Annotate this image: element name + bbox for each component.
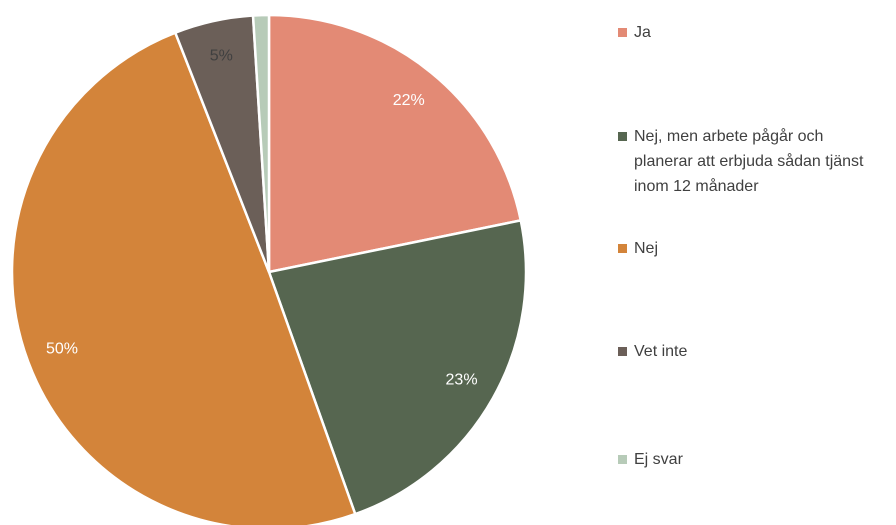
legend-label: Nej, men arbete pågår och planerar att e… (634, 128, 864, 195)
legend-swatch (618, 28, 627, 37)
pie-slice (267, 13, 523, 274)
legend-label: Ej svar (634, 451, 683, 468)
legend-swatch (618, 244, 627, 253)
legend-item: Ja (618, 20, 886, 45)
pie-slice (267, 218, 528, 516)
pie-slice (251, 13, 271, 273)
legend-swatch (618, 132, 627, 141)
legend-swatch (618, 455, 627, 464)
pie-slice (10, 31, 357, 525)
data-label: 50% (46, 341, 78, 358)
legend-item: Nej, men arbete pågår och planerar att e… (618, 124, 886, 199)
legend-label: Vet inte (634, 343, 688, 360)
data-label: 22% (393, 92, 425, 109)
chart: 22% 23% 50% 5% (10, 13, 528, 525)
legend-item: Ej svar (618, 447, 886, 472)
data-label: 5% (210, 47, 233, 64)
legend-label: Nej (634, 240, 659, 257)
legend-swatch (618, 347, 627, 356)
legend-item: Nej (618, 236, 886, 261)
legend-item: Vet inte (618, 339, 886, 364)
data-label: 23% (446, 372, 478, 389)
legend-label: Ja (634, 24, 651, 41)
